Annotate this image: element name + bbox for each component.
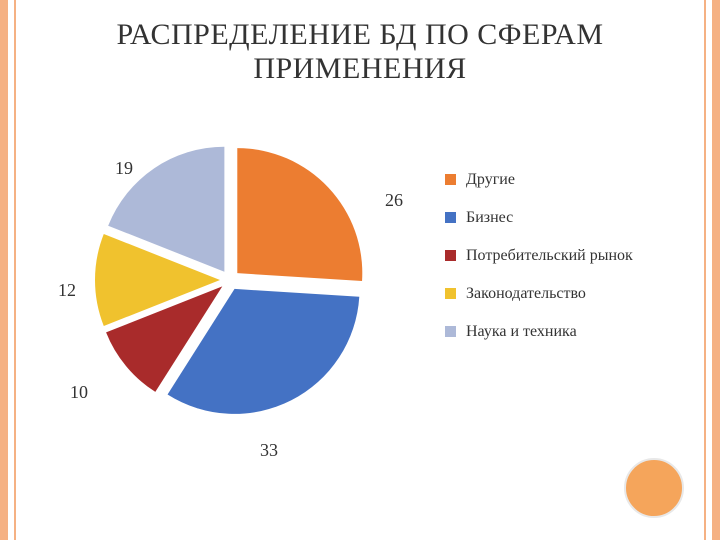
legend-swatch-icon [445, 212, 456, 223]
legend-label: Бизнес [466, 208, 675, 228]
page-title: РАСПРЕДЕЛЕНИЕ БД ПО СФЕРАМ ПРИМЕНЕНИЯ [40, 18, 680, 86]
legend-item: Потребительский рынок [445, 246, 675, 266]
legend-swatch-icon [445, 326, 456, 337]
legend-item: Законодательство [445, 284, 675, 304]
legend-item: Другие [445, 170, 675, 190]
pie-slice-other [237, 148, 362, 281]
legend-item: Наука и техника [445, 322, 675, 342]
frame-inner-line-right [704, 0, 706, 540]
legend-swatch-icon [445, 250, 456, 261]
legend-swatch-icon [445, 174, 456, 185]
data-label-law: 12 [58, 280, 76, 301]
data-label-science: 19 [115, 158, 133, 179]
accent-circle-icon [624, 458, 684, 518]
data-label-other: 26 [385, 190, 403, 211]
legend-label: Другие [466, 170, 675, 190]
legend-swatch-icon [445, 288, 456, 299]
data-label-consumer: 10 [70, 382, 88, 403]
legend-label: Наука и техника [466, 322, 675, 342]
legend-label: Потребительский рынок [466, 246, 675, 266]
pie-svg [90, 140, 370, 420]
pie-chart: 2633101219 [90, 140, 370, 420]
frame-inner-line-left [14, 0, 16, 540]
data-label-business: 33 [260, 440, 278, 461]
legend-label: Законодательство [466, 284, 675, 304]
legend: Другие Бизнес Потребительский рынок Законод… [445, 170, 675, 360]
legend-item: Бизнес [445, 208, 675, 228]
